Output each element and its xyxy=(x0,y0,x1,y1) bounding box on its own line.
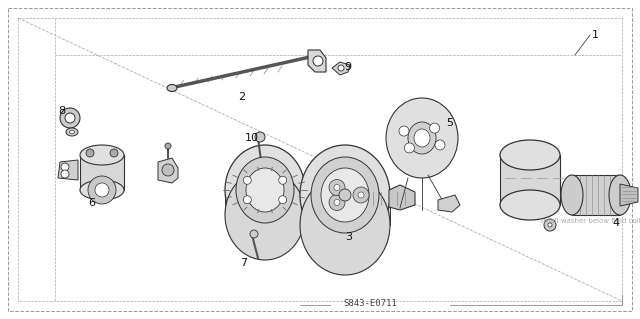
Ellipse shape xyxy=(386,98,458,178)
Polygon shape xyxy=(80,155,124,190)
Text: small washer below field coil: small washer below field coil xyxy=(540,218,640,224)
Ellipse shape xyxy=(70,130,74,133)
Polygon shape xyxy=(620,184,638,206)
Polygon shape xyxy=(572,175,620,215)
Circle shape xyxy=(313,56,323,66)
Circle shape xyxy=(250,230,258,238)
Circle shape xyxy=(334,199,340,205)
Circle shape xyxy=(110,149,118,157)
Circle shape xyxy=(162,164,174,176)
Text: 9: 9 xyxy=(344,62,351,72)
Polygon shape xyxy=(389,185,415,210)
Circle shape xyxy=(61,163,69,171)
Ellipse shape xyxy=(167,85,177,92)
Polygon shape xyxy=(58,160,78,180)
Ellipse shape xyxy=(80,145,124,165)
Ellipse shape xyxy=(236,157,294,223)
Circle shape xyxy=(278,176,287,184)
Circle shape xyxy=(353,187,369,203)
Circle shape xyxy=(61,170,69,178)
Ellipse shape xyxy=(408,122,436,154)
Circle shape xyxy=(329,195,345,211)
Ellipse shape xyxy=(414,129,430,147)
Circle shape xyxy=(429,123,440,133)
Text: 10: 10 xyxy=(245,133,259,143)
Polygon shape xyxy=(225,190,305,215)
Circle shape xyxy=(358,192,364,198)
Circle shape xyxy=(334,184,340,190)
Circle shape xyxy=(243,176,252,184)
Circle shape xyxy=(399,126,409,136)
Text: 7: 7 xyxy=(240,258,247,268)
Circle shape xyxy=(60,108,80,128)
Ellipse shape xyxy=(225,170,305,260)
Polygon shape xyxy=(438,195,460,212)
Circle shape xyxy=(339,189,351,201)
Circle shape xyxy=(255,132,265,142)
Polygon shape xyxy=(158,158,178,183)
Ellipse shape xyxy=(66,128,78,136)
Circle shape xyxy=(86,149,94,157)
Ellipse shape xyxy=(80,180,124,200)
Ellipse shape xyxy=(500,140,560,170)
Circle shape xyxy=(435,140,445,150)
Ellipse shape xyxy=(246,168,284,212)
Text: 2: 2 xyxy=(238,92,245,102)
Text: 8: 8 xyxy=(58,106,65,116)
Polygon shape xyxy=(500,155,560,205)
Circle shape xyxy=(338,65,344,71)
Circle shape xyxy=(65,113,75,123)
Text: 1: 1 xyxy=(592,30,599,40)
Circle shape xyxy=(544,219,556,231)
Circle shape xyxy=(95,183,109,197)
Circle shape xyxy=(404,143,414,153)
Polygon shape xyxy=(300,195,390,225)
Circle shape xyxy=(165,143,171,149)
Ellipse shape xyxy=(609,175,631,215)
Ellipse shape xyxy=(300,175,390,275)
Ellipse shape xyxy=(561,175,583,215)
Text: S843-E0711: S843-E0711 xyxy=(343,299,397,308)
Polygon shape xyxy=(308,50,326,72)
Text: 4: 4 xyxy=(612,218,619,228)
Circle shape xyxy=(88,176,116,204)
Ellipse shape xyxy=(321,168,369,222)
Ellipse shape xyxy=(300,145,390,245)
Ellipse shape xyxy=(311,157,379,233)
Ellipse shape xyxy=(225,145,305,235)
Text: 5: 5 xyxy=(446,118,453,128)
Circle shape xyxy=(329,180,345,196)
Circle shape xyxy=(548,223,552,227)
Circle shape xyxy=(243,196,252,204)
Circle shape xyxy=(278,196,287,204)
Polygon shape xyxy=(332,62,350,75)
Ellipse shape xyxy=(500,190,560,220)
Text: 6: 6 xyxy=(88,198,95,208)
Text: 3: 3 xyxy=(345,232,352,242)
